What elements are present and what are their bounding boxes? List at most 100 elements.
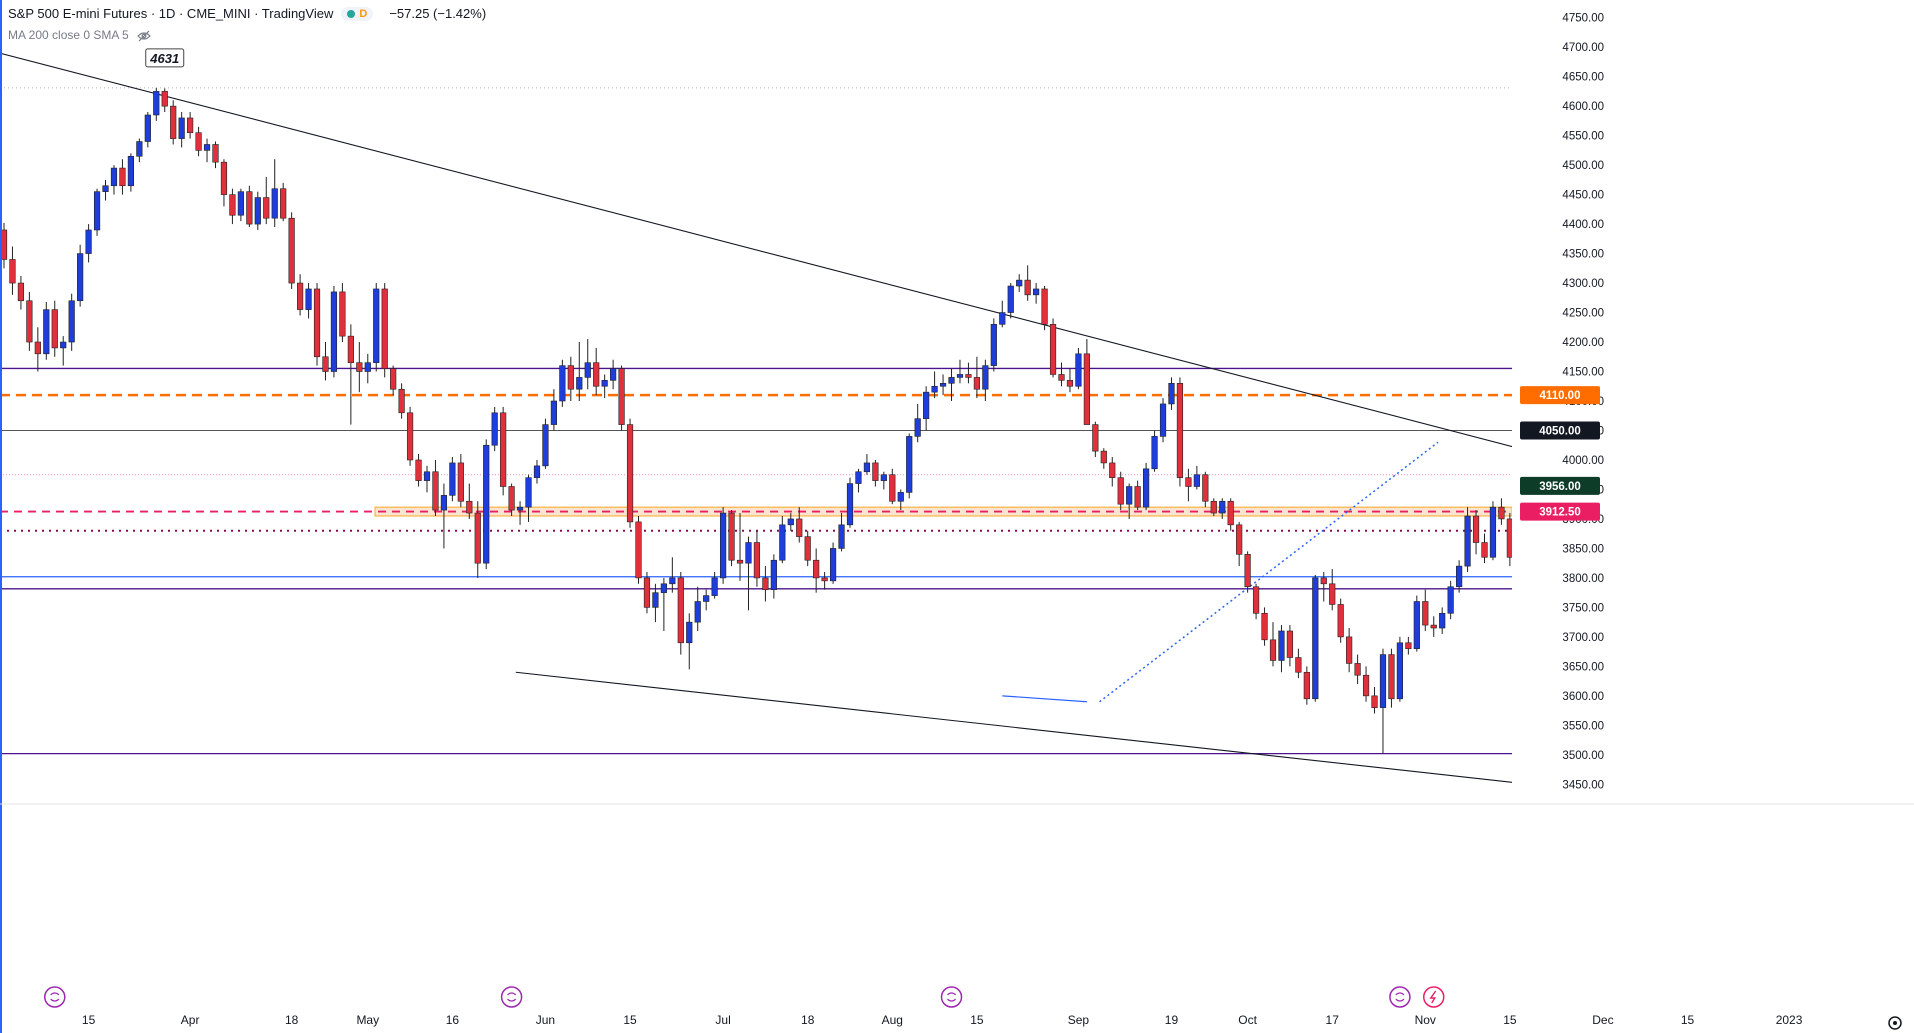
candle-body (1413, 601, 1420, 649)
candle-body (618, 368, 625, 425)
candle-body (280, 188, 287, 219)
candle-body (1007, 285, 1014, 313)
candle-body (229, 194, 236, 216)
candle-body (1126, 486, 1133, 505)
plot-area: 50.00%(4155.25)61.80%(3802.00)78.60%(378… (0, 52, 1512, 783)
candle-body (1227, 500, 1234, 526)
candle-body (1379, 654, 1387, 708)
x-tick-label: Apr (181, 1013, 200, 1027)
candle-body (753, 542, 761, 579)
candle-body (161, 91, 168, 107)
y-tick-label: 3800.00 (1562, 573, 1604, 585)
hidden-eye-icon[interactable] (136, 30, 151, 42)
y-tick-label: 4650.00 (1562, 72, 1604, 84)
candle-body (508, 486, 515, 511)
candle-body (127, 155, 135, 187)
candle-body (813, 559, 820, 579)
candle-body (1193, 474, 1200, 487)
candle-body (872, 462, 879, 481)
candle-body (1439, 612, 1446, 629)
candle-body (102, 185, 109, 192)
candle-body (1269, 639, 1277, 661)
y-tick-label: 3450.00 (1562, 779, 1604, 791)
candle-body (550, 400, 557, 425)
candle-body (144, 114, 151, 142)
candle-body (1202, 474, 1209, 502)
x-tick-label: May (356, 1013, 379, 1027)
candle-body (736, 559, 744, 564)
candle-body (237, 191, 244, 216)
candle-body (1092, 424, 1099, 452)
x-tick-label: 18 (285, 1013, 299, 1027)
price-tag-bg (1520, 476, 1600, 495)
candle-body (1058, 374, 1065, 381)
candle-body (483, 444, 490, 564)
x-tick-label: 15 (1681, 1013, 1695, 1027)
candle-body (711, 577, 718, 596)
candle-body (1295, 657, 1302, 673)
candle-body (669, 577, 676, 585)
candle-body (694, 601, 701, 623)
candle-body (356, 362, 363, 372)
candle-body (9, 259, 16, 284)
candle-body (1422, 601, 1429, 626)
candle-body (1143, 468, 1150, 508)
candle-body (931, 385, 938, 393)
candle-body (914, 418, 921, 437)
candle-body (491, 412, 498, 446)
candle-body (1489, 506, 1497, 558)
candle-body (220, 161, 228, 195)
candle-body (948, 377, 955, 384)
x-tick-label: Sep (1068, 1013, 1090, 1027)
candle-body (1388, 654, 1395, 700)
y-tick-label: 4550.00 (1562, 131, 1604, 143)
x-tick-label: Nov (1415, 1013, 1436, 1027)
candle-body (136, 141, 143, 157)
candle-body (26, 300, 33, 343)
annotation-text: 4631 (149, 51, 179, 66)
candle-body (398, 388, 405, 414)
candle-body (1075, 353, 1082, 387)
candle-body (1481, 542, 1488, 558)
candle-body (1024, 279, 1031, 296)
event-icon-glyph (507, 992, 517, 1002)
price-tag-text: 3912.50 (1539, 507, 1581, 519)
candle-body (390, 368, 397, 390)
candle-body (939, 383, 947, 387)
candle-body (1329, 583, 1336, 605)
x-tick-label: Jul (715, 1013, 730, 1027)
candle-body (1168, 383, 1175, 405)
candle-body (652, 592, 659, 608)
candle-body (347, 335, 354, 363)
candle-body (973, 377, 980, 390)
candle-body (1456, 565, 1463, 588)
candle-body (406, 412, 414, 461)
x-tick-label: Oct (1238, 1013, 1257, 1027)
candle-body (246, 191, 253, 225)
y-tick-label: 3700.00 (1562, 632, 1604, 644)
candle-body (187, 117, 194, 133)
candle-body (533, 465, 541, 478)
indicator-label[interactable]: MA 200 close 0 SMA 5 (8, 28, 129, 42)
candle-body (51, 309, 58, 349)
candle-body (203, 144, 211, 151)
x-tick-label: 15 (82, 1013, 96, 1027)
candle-body (516, 506, 524, 511)
candle-body (195, 132, 202, 151)
market-status-pill[interactable]: D (341, 6, 374, 21)
candle-body (415, 459, 422, 481)
candle-body (1430, 624, 1437, 629)
x-tick-label: 19 (1165, 1013, 1179, 1027)
candle-body (601, 380, 608, 387)
symbol-title[interactable]: S&P 500 E-mini Futures · 1D · CME_MINI ·… (8, 6, 334, 21)
candle-body (821, 577, 828, 582)
event-icon-glyph (947, 992, 957, 1002)
lower-trendline (515, 671, 1512, 783)
price-change: −57.25 (−1.42%) (389, 6, 487, 21)
candle-body (1362, 674, 1370, 697)
candle-body (1278, 630, 1285, 661)
lightning-icon (1422, 986, 1445, 1008)
candle-body (43, 309, 50, 355)
